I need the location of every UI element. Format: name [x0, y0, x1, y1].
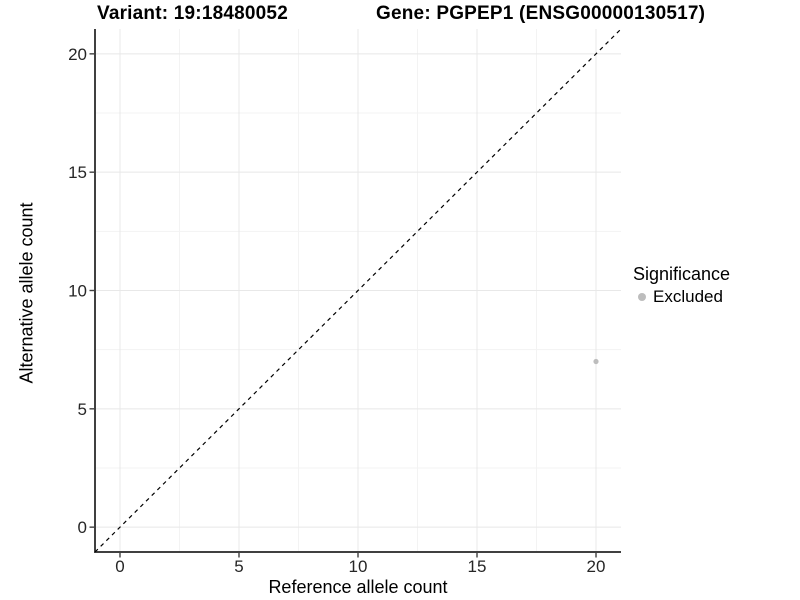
- y-tick-label: 15: [68, 163, 87, 182]
- identity-dashed-line: [94, 28, 622, 553]
- y-tick-label: 5: [78, 400, 87, 419]
- legend: Significance Excluded: [633, 264, 730, 307]
- x-tick-label: 10: [349, 557, 368, 576]
- y-tick-label: 0: [78, 518, 87, 537]
- y-axis-title: Alternative allele count: [16, 202, 37, 384]
- y-tick-label: 10: [68, 282, 87, 301]
- legend-entry-label: Excluded: [653, 287, 723, 306]
- x-tick-label: 15: [468, 557, 487, 576]
- legend-entry-excluded: Excluded: [633, 287, 730, 307]
- legend-point-icon: [638, 293, 646, 301]
- x-axis-title: Reference allele count: [268, 577, 448, 597]
- legend-title: Significance: [633, 264, 731, 284]
- x-tick-label: 20: [587, 557, 606, 576]
- data-point: [593, 358, 599, 365]
- y-tick-label: 20: [68, 45, 87, 64]
- plot-title-variant: Variant: 19:18480052: [97, 3, 288, 24]
- x-tick-label: 0: [115, 557, 124, 576]
- plot-title-gene: Gene: PGPEP1 (ENSG00000130517): [376, 3, 706, 24]
- x-tick-label: 5: [234, 557, 243, 576]
